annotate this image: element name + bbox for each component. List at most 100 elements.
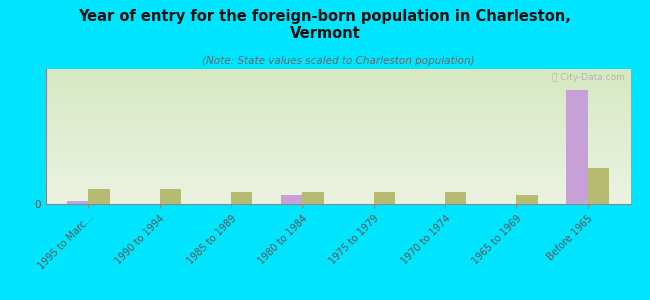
Bar (46, 151, 630, 153)
Bar (160, 189, 181, 204)
Bar (46, 112, 630, 113)
Bar (46, 116, 630, 118)
Bar (46, 118, 630, 119)
Bar (46, 185, 630, 186)
Bar (46, 126, 630, 127)
Bar (374, 192, 395, 204)
Text: Year of entry for the foreign-born population in Charleston,
Vermont: Year of entry for the foreign-born popul… (79, 9, 571, 41)
Bar (231, 192, 252, 204)
Bar (46, 96, 630, 97)
Bar (46, 164, 630, 165)
Bar (445, 192, 467, 204)
Bar (46, 136, 630, 138)
Bar (46, 82, 630, 84)
Bar (46, 103, 630, 104)
Bar (46, 190, 630, 192)
Bar (46, 88, 630, 89)
Bar (46, 123, 630, 124)
Bar (88, 189, 110, 204)
Text: (Note: State values scaled to Charleston population): (Note: State values scaled to Charleston… (202, 56, 474, 66)
Bar (46, 178, 630, 180)
Bar (46, 131, 630, 132)
Bar (46, 72, 630, 73)
Bar (46, 186, 630, 188)
Bar (46, 157, 630, 158)
Bar (46, 203, 630, 204)
Bar (46, 78, 630, 80)
Bar (46, 138, 630, 139)
Bar (46, 107, 630, 108)
Bar (46, 70, 630, 72)
Bar (46, 160, 630, 161)
Bar (46, 104, 630, 105)
Bar (46, 111, 630, 112)
Bar (46, 184, 630, 185)
Bar (46, 165, 630, 166)
Text: Ⓢ City-Data.com: Ⓢ City-Data.com (552, 73, 625, 82)
Bar (46, 110, 630, 111)
Bar (46, 143, 630, 145)
Bar (46, 113, 630, 115)
Bar (46, 94, 630, 96)
Bar (46, 176, 630, 177)
Bar (46, 199, 630, 200)
Bar (46, 173, 630, 174)
Bar (46, 155, 630, 157)
Bar (46, 197, 630, 199)
Bar (46, 140, 630, 142)
Bar (46, 97, 630, 99)
Bar (46, 89, 630, 91)
Bar (46, 142, 630, 143)
Bar (46, 148, 630, 150)
Bar (46, 166, 630, 167)
Bar (46, 119, 630, 120)
Bar (46, 76, 630, 77)
Bar (46, 92, 630, 93)
Bar (302, 192, 324, 204)
Bar (46, 154, 630, 155)
Bar (46, 127, 630, 128)
Bar (46, 108, 630, 110)
Bar (46, 177, 630, 178)
Bar (46, 99, 630, 100)
Bar (46, 91, 630, 92)
Bar (46, 162, 630, 164)
Bar (46, 150, 630, 151)
Bar (46, 161, 630, 162)
Bar (46, 84, 630, 85)
Bar (46, 145, 630, 146)
Bar (46, 146, 630, 147)
Bar (46, 128, 630, 130)
Bar (46, 86, 630, 88)
Bar (46, 115, 630, 116)
Bar (46, 73, 630, 74)
Bar (46, 192, 630, 193)
Bar (46, 124, 630, 126)
Bar (46, 132, 630, 134)
Bar (46, 169, 630, 170)
Bar (46, 180, 630, 181)
Bar (46, 122, 630, 123)
Bar (46, 196, 630, 197)
Bar (46, 69, 630, 70)
Bar (46, 101, 630, 103)
Bar (46, 188, 630, 189)
Bar (46, 182, 630, 184)
Bar (46, 153, 630, 154)
Bar (46, 74, 630, 76)
Bar (67, 201, 88, 204)
Bar (566, 90, 588, 204)
Bar (46, 134, 630, 135)
Bar (46, 139, 630, 140)
Bar (46, 120, 630, 122)
Bar (46, 195, 630, 196)
Bar (46, 77, 630, 78)
Bar (46, 193, 630, 194)
Bar (46, 130, 630, 131)
Bar (46, 189, 630, 190)
Bar (46, 172, 630, 173)
Bar (46, 81, 630, 82)
Bar (46, 93, 630, 94)
Bar (46, 100, 630, 101)
Bar (588, 168, 609, 204)
